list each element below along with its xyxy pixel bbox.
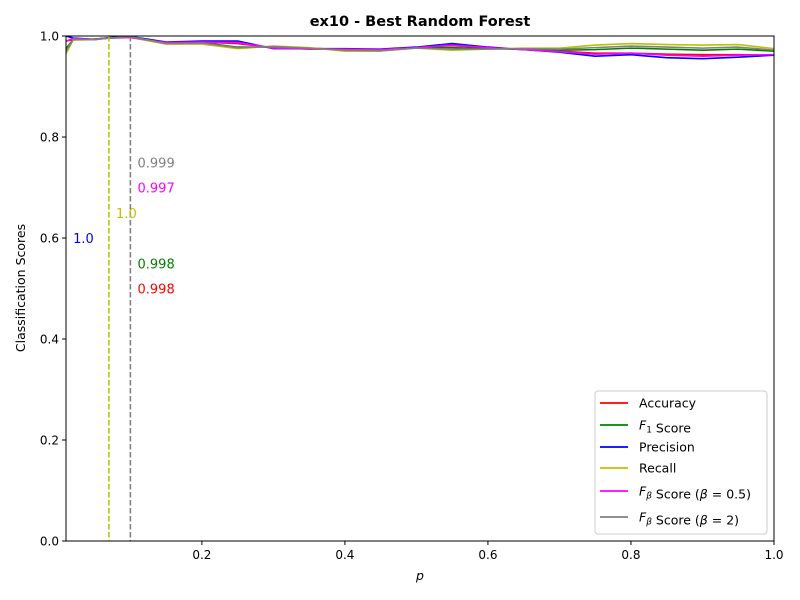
series-group [66,36,774,60]
x-axis-label: p [415,568,424,583]
annotation-1: 0.997 [138,182,175,197]
axes-frame [65,35,775,542]
y-axis-label: Classification Scores [13,224,28,352]
legend-box [594,390,768,535]
legend: Accuracy F1 Score Precision Recall Fβ Score … [594,390,768,535]
x-tick-label-3: 0.8 [621,548,640,562]
legend-label-5: Fβ Score (β = 2) [639,510,739,528]
y-tick-label-2: 0.4 [40,333,59,347]
x-tick-label-2: 0.6 [478,548,497,562]
y-tick-label-4: 0.8 [40,131,59,145]
y-tick-label-1: 0.2 [40,434,59,448]
y-tick-label-5: 1.0 [40,30,59,44]
x-tick-label-4: 1.0 [764,548,783,562]
y-tick-label-0: 0.0 [40,535,59,549]
legend-label-4: Fβ Score (β = 0.5) [639,484,751,502]
annotation-2: 1.0 [116,207,137,222]
chart-title: ex10 - Best Random Forest [310,14,531,30]
x-tick-label-1: 0.4 [335,548,354,562]
legend-label-2: Precision [639,440,695,455]
annotation-0: 0.999 [138,156,175,171]
series-line-5 [66,36,774,52]
y-tick-label-3: 0.6 [40,232,59,246]
annotation-5: 0.998 [138,283,175,298]
legend-label-0: Accuracy [639,396,697,411]
legend-label-1: F1 Score [639,418,691,436]
legend-label-3: Recall [639,461,676,476]
annotation-4: 0.998 [138,257,175,272]
x-tick-label-0: 0.2 [192,548,211,562]
annotation-3: 1.0 [73,232,94,247]
